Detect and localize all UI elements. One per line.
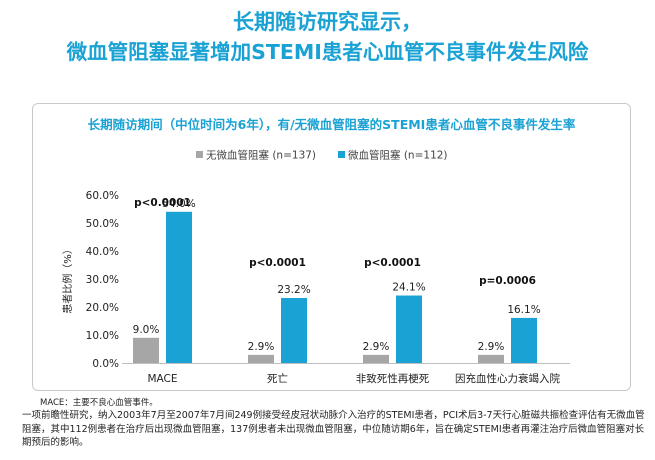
p-value-annotation: p=0.0006 xyxy=(479,275,536,287)
y-tick-label: 50.0% xyxy=(86,218,119,230)
p-value-annotation: p<0.0001 xyxy=(364,257,421,269)
bar-value-label: 16.1% xyxy=(507,304,540,316)
y-tick-label: 40.0% xyxy=(86,246,119,258)
bar-0-3 xyxy=(478,354,504,363)
legend-label-1: 微血管阻塞 (n=112) xyxy=(348,149,448,162)
chart-card xyxy=(32,103,631,391)
bar-value-label: 24.1% xyxy=(392,282,425,294)
bar-value-label: 54.0% xyxy=(162,198,195,210)
bar-1-1 xyxy=(281,298,307,363)
page-title-line2: 微血管阻塞显著增加STEMI患者心血管不良事件发生风险 xyxy=(66,40,589,64)
bar-1-2 xyxy=(396,295,422,363)
bar-value-label: 2.9% xyxy=(478,341,505,353)
y-axis-label: 患者比例（%） xyxy=(61,244,74,314)
bar-value-label: 2.9% xyxy=(363,341,390,353)
y-tick-label: 0.0% xyxy=(92,358,119,370)
p-value-annotation: p<0.0001 xyxy=(134,197,191,209)
chart-title: 长期随访期间（中位时间为6年），有/无微血管阻塞的STEMI患者心血管不良事件发… xyxy=(87,117,576,132)
x-category-label: 非致死性再梗死 xyxy=(356,372,430,385)
y-tick-label: 30.0% xyxy=(86,274,119,286)
bar-1-3 xyxy=(511,317,537,363)
bar-0-0 xyxy=(133,337,159,363)
legend-swatch-0 xyxy=(196,151,203,158)
study-description: 一项前瞻性研究，纳入2003年7月至2007年7月间249例接受经皮冠状动脉介入… xyxy=(22,410,645,448)
bar-1-0 xyxy=(166,211,192,363)
p-value-annotation: p<0.0001 xyxy=(249,257,306,269)
bar-value-label: 9.0% xyxy=(133,324,160,336)
legend-swatch-1 xyxy=(338,151,345,158)
bar-value-label: 23.2% xyxy=(277,284,310,296)
y-tick-label: 10.0% xyxy=(86,330,119,342)
page-title-line1: 长期随访研究显示， xyxy=(233,10,422,34)
x-category-label: 死亡 xyxy=(267,372,288,385)
legend-label-0: 无微血管阻塞 (n=137) xyxy=(206,149,316,162)
footnote: MACE：主要不良心血管事件。 xyxy=(40,398,158,408)
bar-0-1 xyxy=(248,354,274,363)
x-category-label: 因充血性心力衰竭入院 xyxy=(455,372,560,385)
y-tick-label: 60.0% xyxy=(86,190,119,202)
y-tick-label: 20.0% xyxy=(86,302,119,314)
bar-value-label: 2.9% xyxy=(248,341,275,353)
x-category-label: MACE xyxy=(147,373,177,385)
bar-0-2 xyxy=(363,354,389,363)
